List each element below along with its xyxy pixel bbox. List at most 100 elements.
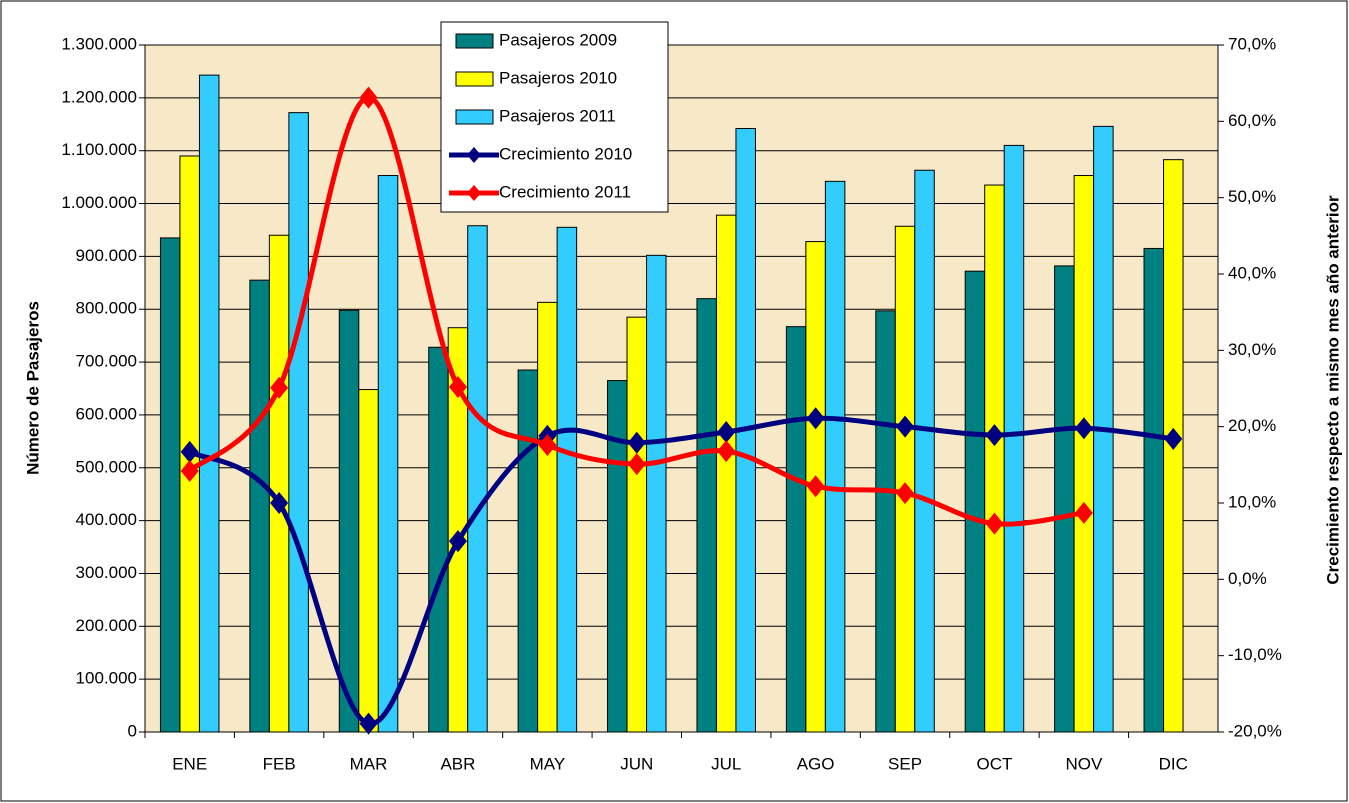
y2-tick-label: 50,0% [1228,187,1276,206]
y-tick-label: 300.000 [76,563,137,582]
y-tick-label: 600.000 [76,404,137,423]
y-tick-label: 1.200.000 [61,87,137,106]
bar [894,225,916,733]
y2-tick-label: 10,0% [1228,492,1276,511]
y2-tick-label: 30,0% [1228,340,1276,359]
point [1074,417,1093,440]
x-tick-label: AGO [797,754,835,773]
bar [984,184,1005,733]
y2-tick-label: -10,0% [1228,645,1282,664]
y2-tick-label: 60,0% [1228,111,1276,130]
point [359,86,378,109]
legend-swatch [455,71,494,87]
point [627,431,646,454]
bar [1073,175,1095,733]
y2-tick-label: -20,0% [1228,721,1282,740]
bar [607,380,628,733]
legend-label: Pasajeros 2009 [499,30,617,49]
bar [268,234,290,733]
point [806,407,825,430]
x-tick-label: JUN [620,754,653,773]
y-tick-label: 200.000 [76,616,137,635]
x-tick-label: MAR [350,754,388,773]
point [359,712,378,735]
point [448,375,467,398]
bar [696,298,717,733]
point [1074,501,1093,524]
bar [249,279,270,733]
bar [159,237,181,733]
x-tick-label: OCT [977,754,1013,773]
point [270,492,289,514]
legend-swatch [467,147,481,163]
point [985,424,1004,447]
legend-label: Pasajeros 2011 [499,106,616,125]
y2-tick-label: 20,0% [1228,416,1276,435]
point [270,376,289,399]
point [717,440,736,463]
x-tick-label: ABR [440,754,475,773]
bar [875,310,896,733]
bar [715,214,737,733]
x-tick-label: MAY [530,754,566,773]
x-tick-label: SEP [888,754,922,773]
bar [914,169,935,733]
legend-label: Crecimiento 2011 [499,182,631,201]
bar [1003,144,1025,733]
x-tick-label: FEB [263,754,296,773]
bar [964,270,986,733]
y-tick-label: 1.100.000 [61,140,137,159]
bar [556,226,578,733]
point [180,440,199,463]
y-tick-label: 400.000 [76,510,137,529]
y2-axis-title: Crecimiento respecto a mismo mes año ant… [1323,195,1342,585]
y-tick-label: 500.000 [76,457,137,476]
bar [824,180,846,733]
point [538,433,557,456]
y-tick-label: 0 [128,721,137,740]
bar [358,389,379,733]
x-tick-label: DIC [1159,754,1188,773]
y-tick-label: 800.000 [76,299,137,318]
y-axis-title: Número de Pasajeros [23,301,42,475]
legend-swatch [455,109,494,125]
y-tick-label: 1.000.000 [61,193,137,212]
legend-swatch [467,185,481,201]
bar [517,369,539,733]
point [717,421,736,444]
legend-label: Pasajeros 2010 [499,68,617,87]
bar [1054,265,1075,733]
bar [428,346,449,733]
x-tick-label: ENE [172,754,207,773]
point [627,453,646,476]
y-tick-label: 700.000 [76,352,137,371]
point [448,530,467,553]
y2-tick-label: 70,0% [1228,34,1276,53]
x-tick-label: JUL [711,754,741,773]
point [806,475,825,498]
y2-tick-label: 0,0% [1228,569,1267,588]
bar [198,74,220,733]
legend-label: Crecimiento 2010 [499,144,632,163]
point [180,459,199,482]
bar [467,225,488,733]
bar [537,301,558,733]
bar [785,326,807,733]
x-tick-label: NOV [1065,754,1103,773]
point [1164,427,1183,450]
y2-tick-label: 40,0% [1228,263,1276,282]
y-tick-label: 900.000 [76,246,137,265]
point [896,482,915,505]
bar [288,112,309,733]
bar [626,316,648,733]
y-tick-label: 100.000 [76,669,137,688]
bar [338,309,360,733]
bar [646,254,667,733]
point [896,415,915,438]
y-tick-label: 1.300.000 [61,34,137,53]
legend-swatch [455,33,494,49]
plot-area [145,45,1218,732]
bar [377,175,399,733]
